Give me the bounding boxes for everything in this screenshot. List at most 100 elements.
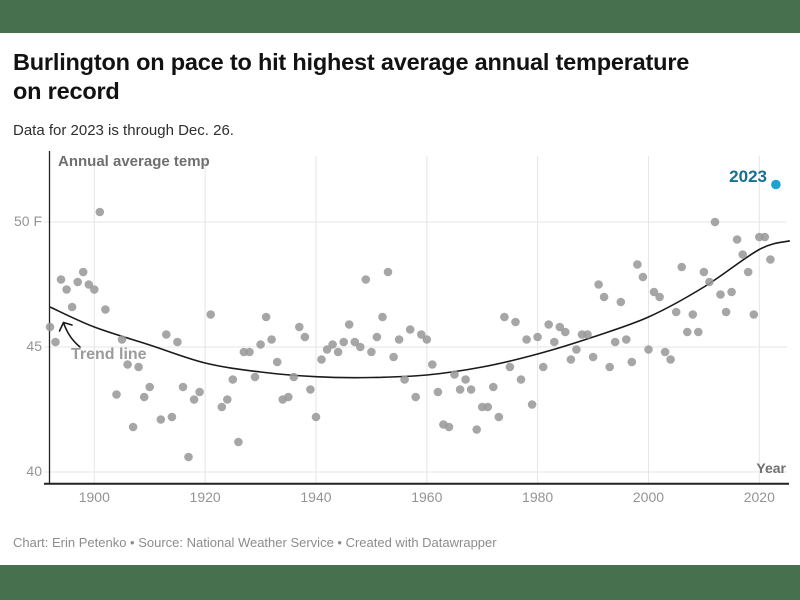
data-point [261, 312, 271, 322]
data-point [461, 375, 470, 384]
x-tick-label: 1960 [411, 489, 443, 505]
data-point [344, 320, 354, 329]
data-point [389, 352, 398, 362]
data-point [522, 335, 531, 344]
data-point [339, 337, 349, 347]
data-point [666, 355, 675, 364]
data-point [56, 275, 66, 284]
data-point [333, 347, 343, 357]
data-point [433, 387, 443, 397]
data-point [356, 342, 365, 352]
data-point [633, 260, 642, 269]
data-point [350, 337, 360, 347]
data-point [561, 327, 570, 337]
data-point [195, 387, 204, 397]
data-point [489, 382, 498, 392]
data-point [644, 345, 653, 354]
trend-line [49, 240, 791, 379]
data-point [588, 352, 598, 362]
data-point [112, 390, 121, 399]
data-point [450, 370, 459, 379]
data-point [95, 207, 105, 217]
data-point [245, 347, 254, 357]
data-point [749, 310, 759, 319]
data-point [527, 400, 537, 409]
data-point [117, 335, 127, 344]
data-point [417, 330, 426, 339]
data-point [84, 280, 94, 289]
data-point [655, 292, 664, 302]
data-point [660, 347, 670, 357]
data-point [317, 355, 326, 364]
data-point [500, 312, 509, 322]
data-point [428, 360, 437, 369]
data-point-2023 [771, 179, 781, 190]
data-point [162, 330, 171, 339]
data-point [671, 307, 681, 317]
data-point [683, 327, 692, 337]
data-point [766, 255, 775, 264]
data-point [173, 337, 182, 347]
data-point [217, 402, 227, 412]
data-point [533, 332, 542, 342]
data-point [760, 232, 770, 242]
data-point [134, 362, 143, 372]
data-point [206, 310, 215, 319]
data-point [422, 335, 432, 344]
data-point [145, 382, 154, 392]
y-tick-label: 50 F [13, 213, 42, 229]
data-point [610, 337, 620, 347]
data-point [727, 287, 736, 297]
data-point [51, 337, 60, 347]
data-point [300, 332, 310, 342]
data-point [599, 292, 609, 302]
data-point [184, 452, 193, 462]
x-tick-label: 1920 [189, 489, 221, 505]
data-point [73, 277, 82, 287]
data-point [256, 340, 265, 349]
trend-arrow-icon [58, 321, 81, 348]
data-point [494, 412, 504, 422]
data-point [128, 422, 138, 432]
data-point [394, 335, 404, 344]
data-point [139, 392, 149, 402]
data-point [483, 402, 493, 412]
data-point [466, 385, 476, 394]
data-point [328, 340, 337, 349]
chart-subtitle: Data for 2023 is through Dec. 26. [13, 122, 234, 139]
data-point [516, 375, 526, 384]
data-point [694, 327, 703, 337]
data-point [78, 267, 88, 277]
data-point [284, 392, 293, 402]
data-point [566, 355, 576, 364]
chart-byline: Chart: Erin Petenko • Source: National W… [13, 535, 497, 550]
data-point [455, 385, 465, 394]
data-point [306, 385, 315, 394]
data-point [383, 267, 393, 277]
data-point [555, 322, 565, 332]
data-point [62, 285, 71, 294]
data-point [378, 312, 387, 322]
x-tick-label: 1940 [300, 489, 332, 505]
data-point [178, 382, 188, 392]
data-point [45, 322, 55, 332]
data-point [616, 297, 626, 307]
data-point [411, 392, 421, 402]
page-title-line2: on record [13, 78, 120, 104]
top-accent-bar [0, 0, 800, 33]
bottom-accent-bar [0, 565, 800, 600]
data-point [228, 375, 238, 384]
data-point [583, 330, 592, 339]
page-title-line1: Burlington on pace to hit highest averag… [13, 49, 690, 75]
page-title: Burlington on pace to hit highest averag… [13, 48, 791, 106]
data-point [627, 357, 637, 367]
data-point [322, 345, 332, 354]
data-point [638, 272, 648, 282]
data-point [311, 412, 321, 422]
data-point [716, 290, 725, 299]
data-point [743, 267, 753, 277]
data-point [444, 422, 454, 432]
data-point [405, 325, 415, 334]
trend-line-label: Trend line [71, 346, 147, 363]
